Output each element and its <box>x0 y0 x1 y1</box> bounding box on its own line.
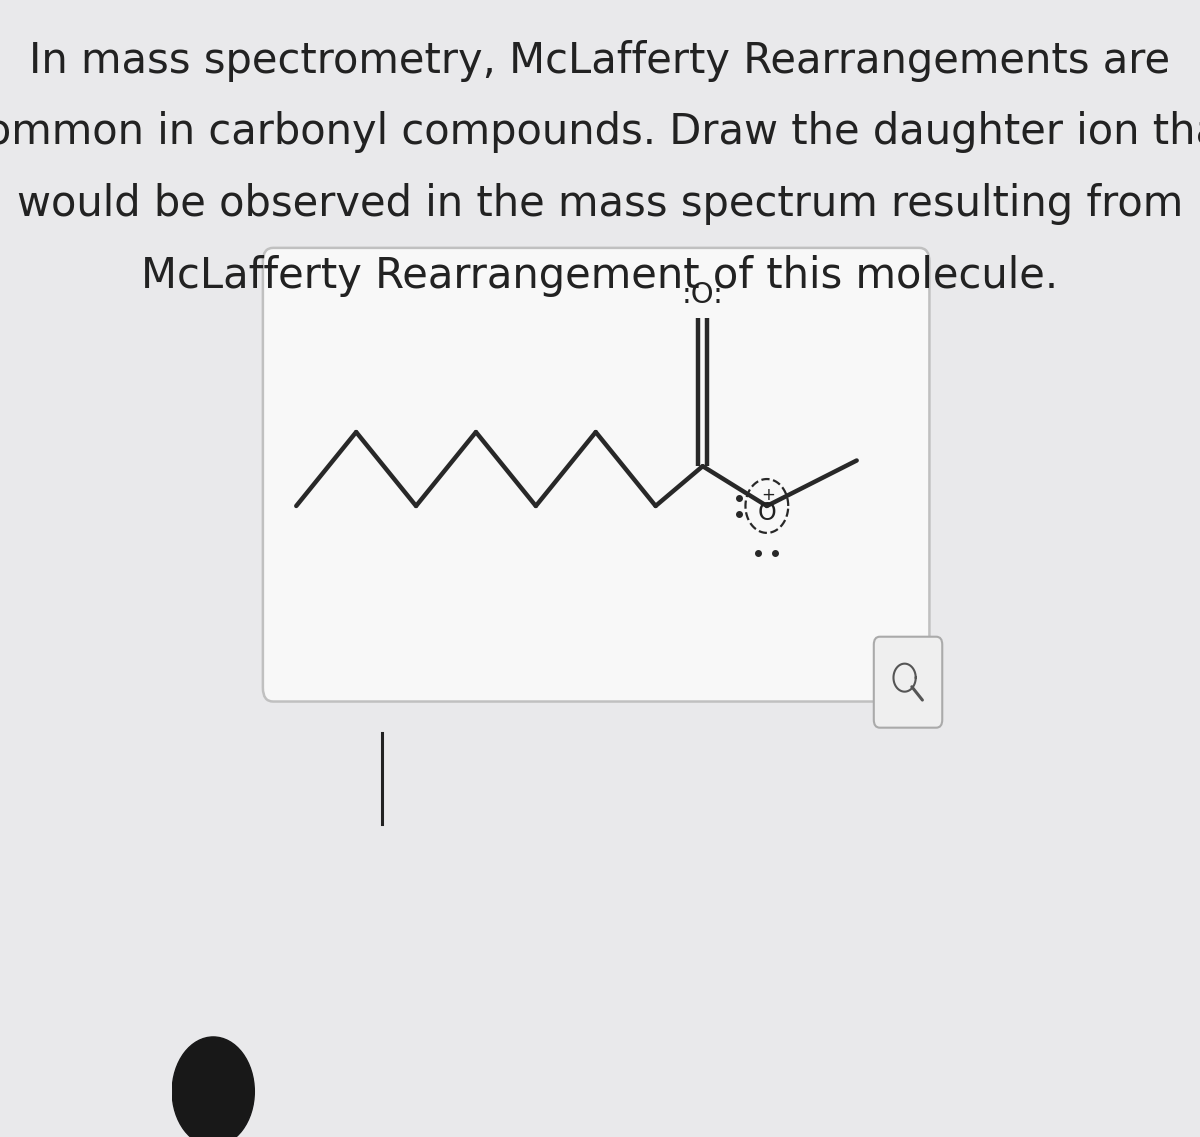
Text: O: O <box>757 500 776 525</box>
Text: :O:: :O: <box>682 281 724 309</box>
Text: In mass spectrometry, McLafferty Rearrangements are: In mass spectrometry, McLafferty Rearran… <box>30 40 1170 82</box>
Text: McLafferty Rearrangement of this molecule.: McLafferty Rearrangement of this molecul… <box>142 255 1058 297</box>
Circle shape <box>172 1037 254 1137</box>
Text: would be observed in the mass spectrum resulting from: would be observed in the mass spectrum r… <box>17 183 1183 225</box>
FancyBboxPatch shape <box>263 248 930 702</box>
Text: common in carbonyl compounds. Draw the daughter ion that: common in carbonyl compounds. Draw the d… <box>0 111 1200 153</box>
FancyBboxPatch shape <box>874 637 942 728</box>
Text: +: + <box>761 485 775 504</box>
